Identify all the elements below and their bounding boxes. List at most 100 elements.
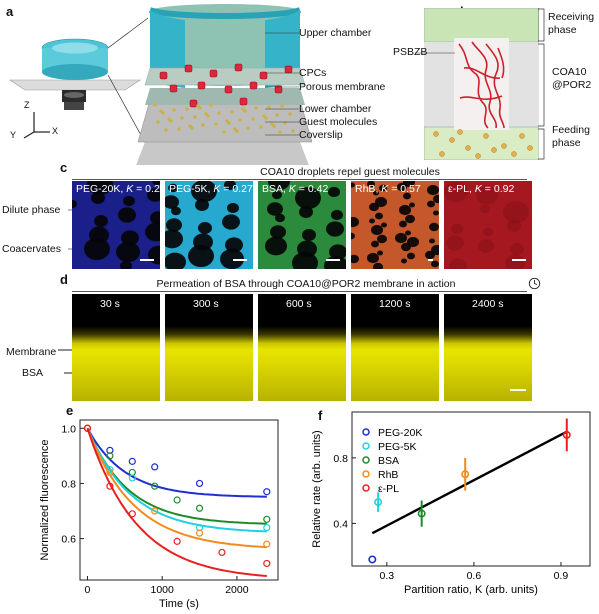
guest-molecule (159, 109, 163, 113)
guest-molecule (214, 122, 218, 126)
label-receiving-line2: phase (548, 24, 577, 36)
micrograph-caption: ε-PL, K = 0.92 (448, 183, 514, 195)
frame-time: 30 s (100, 298, 120, 310)
particle-layer (153, 63, 295, 134)
panel-b-brackets (538, 8, 545, 160)
fit-line (371, 430, 568, 535)
axis-z-label: Z (24, 100, 30, 110)
y-tick-label: 0.6 (61, 534, 76, 546)
permeation-frame-5: 2400 s (444, 294, 532, 401)
label-feeding-phase: Feeding phase (552, 124, 590, 150)
data-point (195, 479, 204, 488)
panel-d-rule (72, 291, 527, 292)
guest-molecule (241, 107, 245, 111)
fit-curve (86, 427, 267, 549)
droplet-pattern (351, 181, 439, 269)
cpc-particle (224, 85, 233, 94)
guest-molecule (233, 127, 237, 131)
fit-curve (86, 427, 267, 525)
guest-molecule (188, 124, 192, 128)
x-tick-label: 1000 (151, 584, 175, 596)
axis-y-label: Y (10, 130, 17, 140)
caption-sep: , (283, 183, 289, 195)
guest-molecule (291, 129, 295, 133)
guest-molecule (288, 112, 292, 116)
caption-k-value: = 0.25 (136, 183, 160, 195)
cpc-particle (184, 64, 193, 73)
panel-c-title: COA10 droplets repel guest molecules (260, 166, 440, 178)
micrograph-caption: PEG-5K, K = 0.27 (169, 183, 253, 195)
guest-molecule (238, 118, 242, 122)
guest-molecule (278, 130, 282, 134)
caption-k-value: = 0.27 (220, 183, 253, 195)
caption-molecule: BSA (262, 183, 284, 195)
guest-molecule (280, 104, 284, 108)
micrograph-caption: BSA, K = 0.42 (262, 183, 328, 195)
legend-marker (362, 442, 370, 450)
panel-label-d: d (60, 272, 68, 287)
fit-curve (86, 427, 267, 533)
cpc-particle (259, 71, 268, 80)
data-point (106, 452, 114, 460)
caption-k-value: = 0.42 (295, 183, 329, 195)
plot-frame (79, 419, 279, 581)
guest-molecule (225, 119, 229, 123)
fit-curve (86, 427, 267, 577)
micrograph-4: RhB, K = 0.57 (351, 181, 439, 269)
caption-k-value: = 0.92 (481, 183, 515, 195)
guest-molecule (254, 106, 258, 110)
guest-molecule (259, 125, 263, 129)
caption-k: K (381, 183, 389, 195)
label-bsa: BSA (22, 367, 44, 379)
label-coa10: COA10 (552, 66, 587, 78)
guest-molecule (177, 127, 181, 131)
micrograph-2: PEG-5K, K = 0.27 (165, 181, 253, 269)
y-tick-label: 1.0 (61, 423, 76, 435)
guest-molecule (185, 107, 189, 111)
coordinate-axes (23, 112, 50, 139)
panel-f-chart: 0.3 0.6 0.9 0.4 0.8 Partition ratio, K (arb. … (311, 411, 591, 596)
caption-k: K (288, 183, 296, 195)
caption-k: K (126, 183, 134, 195)
guest-molecule (153, 103, 157, 107)
guest-molecule (156, 120, 160, 124)
legend-label: PEG-5K (378, 441, 417, 453)
guest-molecule (230, 110, 234, 114)
panel-a-schematic (9, 4, 313, 165)
panel-label-e: e (66, 403, 74, 418)
caption-k-value: = 0.57 (388, 183, 421, 195)
guest-molecule (270, 122, 274, 126)
data-point (83, 424, 92, 432)
panel-e-chart: 0 1000 2000 0.6 0.8 1.0 Time (s) Normalized flu… (39, 419, 279, 610)
micrograph-5: ε-PL, K = 0.92 (444, 181, 532, 269)
cpc-particle (209, 69, 218, 78)
axis-x-label: X (52, 126, 59, 136)
label-feeding-line2: phase (552, 137, 581, 149)
label-lower-chamber: Lower chamber (299, 103, 372, 115)
legend-marker (362, 428, 370, 436)
clock-icon (528, 277, 541, 290)
data-point (368, 555, 377, 564)
label-feeding-line1: Feeding (552, 124, 590, 136)
data-point (173, 496, 181, 504)
caption-molecule: PEG-5K (169, 183, 208, 195)
data-point (374, 498, 383, 507)
data-point (128, 474, 136, 482)
data-point (106, 468, 114, 477)
cpc-particle (189, 99, 198, 108)
cpc-particle (159, 71, 168, 80)
y-tick-label: 0.4 (333, 518, 348, 530)
cpc-particle (169, 84, 178, 93)
panel-c-rule (72, 179, 527, 180)
label-coa10-por2: COA10 @POR2 (552, 66, 591, 92)
fit-curve (86, 427, 267, 498)
guest-molecule (193, 115, 197, 119)
caption-sep: , (469, 183, 475, 195)
data-point (461, 470, 470, 479)
guest-molecule (267, 105, 271, 109)
caption-k: K (474, 183, 482, 195)
permeation-frame-3: 600 s (258, 294, 346, 401)
micrograph-1: PEG-20K, K = 0.25 (72, 181, 160, 269)
frame-time: 2400 s (472, 298, 504, 310)
cpc-particle (249, 81, 258, 90)
